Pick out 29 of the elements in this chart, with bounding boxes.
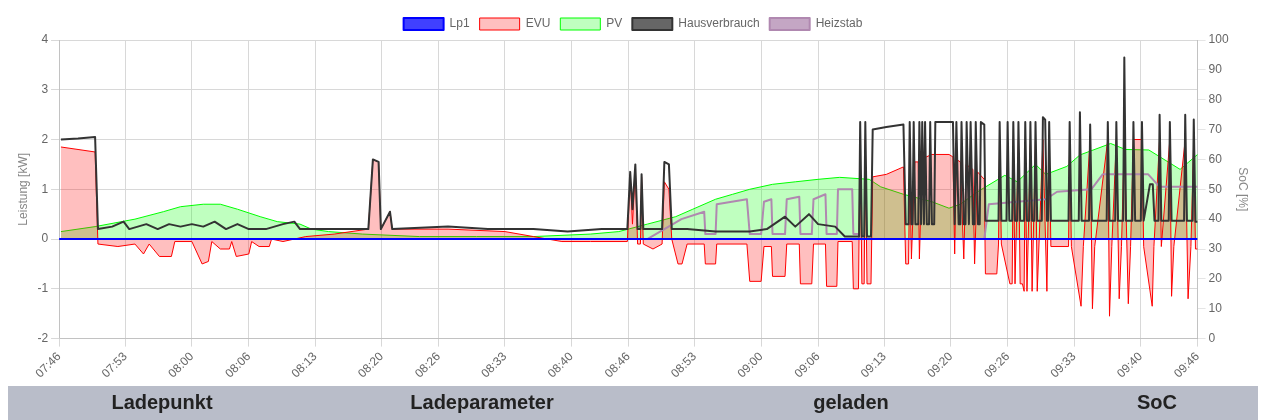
y2-tick-label: 0 bbox=[1208, 330, 1216, 345]
text: Ladepunkt bbox=[111, 391, 213, 414]
y2-tick-label: 100 bbox=[1208, 32, 1229, 47]
text: geladen bbox=[813, 391, 889, 414]
y-tick-label: 3 bbox=[41, 82, 49, 97]
y2-tick-label: 70 bbox=[1208, 121, 1223, 136]
y2-tick-label: 80 bbox=[1208, 92, 1223, 107]
legend-label: EVU bbox=[525, 16, 551, 31]
text: SoC bbox=[1137, 391, 1177, 414]
y-axis-title: Leistung [kW] bbox=[15, 152, 30, 226]
y2-tick-label: 90 bbox=[1208, 62, 1223, 77]
y2-axis-title: SoC [%] bbox=[1236, 167, 1251, 212]
text: Ladeparameter bbox=[410, 391, 554, 414]
y2-tick-label: 20 bbox=[1208, 271, 1223, 286]
y2-tick-label: 10 bbox=[1208, 301, 1223, 316]
legend-label: Heizstab bbox=[815, 16, 863, 31]
y-tick-label: 1 bbox=[41, 181, 49, 196]
y2-tick-label: 50 bbox=[1208, 181, 1223, 196]
y2-tick-label: 40 bbox=[1208, 211, 1223, 226]
y-tick-label: -1 bbox=[37, 281, 49, 296]
y2-tick-label: 60 bbox=[1208, 151, 1223, 166]
y2-tick-label: 30 bbox=[1208, 241, 1223, 256]
legend-label: Lp1 bbox=[449, 16, 470, 31]
y-tick-label: 0 bbox=[41, 231, 49, 246]
y-tick-label: 2 bbox=[41, 131, 49, 146]
legend-label: Hausverbrauch bbox=[678, 16, 760, 31]
legend-label: PV bbox=[606, 16, 623, 31]
y-tick-label: 4 bbox=[41, 32, 49, 47]
y-tick-label: -2 bbox=[37, 330, 49, 345]
